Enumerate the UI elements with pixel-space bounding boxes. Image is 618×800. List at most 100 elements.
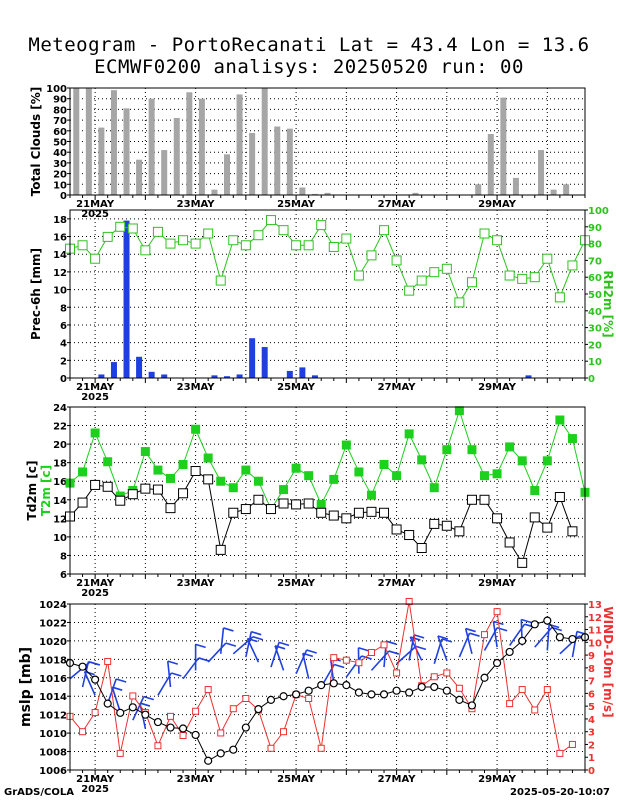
rh-point [291,240,302,251]
mslp-point [568,634,577,644]
rh-point [517,273,528,284]
mslp-point [304,686,313,695]
rh-point [152,226,163,237]
x-tick-label: 27MAY [378,774,417,785]
wind-barb-flag [167,660,178,665]
cloud-bar [211,189,218,195]
mslp-point [442,686,451,695]
y-axis-label: Total Clouds [%] [29,87,43,197]
mslp-point [153,717,163,727]
rh-point [228,235,239,246]
precip-bar [525,375,532,378]
rh-point [328,241,339,252]
td2m-point [517,557,528,568]
rh-line [69,219,586,304]
rh-point [278,225,289,236]
wind-barb-flag [496,626,508,632]
footer-credit: GrADS/COLA [4,787,74,798]
wind-barb [132,696,145,721]
precip-bar [224,376,231,378]
t2m-point [392,471,402,481]
mslp-point [241,723,250,732]
y2-tick-label: 40 [588,307,602,318]
y-tick-label: 20 [53,440,67,451]
td2m-point [178,488,189,499]
t2m-point [517,456,527,466]
rh-point [215,275,226,286]
y-axis-label-td2m: Td2m [c] [25,461,39,521]
y2-tick-label: 70 [588,256,602,267]
mslp-point [78,662,87,671]
mslp-point [279,692,288,701]
wind-point [267,744,275,752]
cloud-bar [324,192,331,195]
t2m-point [417,455,427,465]
rh-point [492,235,503,246]
y-tick-label: 2 [60,356,67,367]
y-tick-label: 24 [53,403,67,414]
td2m-point [278,498,289,509]
wind-point [179,732,187,740]
rh-point [140,245,151,256]
rh-point [454,297,465,308]
wind-barb [408,634,415,661]
rh-point [479,228,490,239]
wind-point [79,728,87,736]
rh-point [90,253,101,264]
rh-point [115,221,126,232]
mslp-point [354,688,364,697]
mslp-point [417,682,426,692]
y-tick-label: 40 [53,148,67,159]
rh-point [391,255,402,266]
rh-point [379,225,390,236]
td2m-point [441,520,452,531]
mslp-point [555,633,564,642]
year-label: 2025 [81,588,109,599]
y2-tick-label: 0 [588,766,595,777]
wind-point [342,656,350,664]
y-axis-label: Prec-6h [mm] [29,248,43,340]
panel-frame [69,603,586,771]
td2m-point [454,526,465,537]
y-tick-label: 1008 [39,748,67,759]
year-label: 2025 [81,784,109,795]
y-tick-label: 16 [53,233,67,244]
y2-tick-label: 8 [588,664,595,675]
td2m-point [479,494,490,505]
td2m-point [492,513,503,524]
y-tick-label: 80 [53,105,67,116]
td2m-point [353,507,364,518]
td2m-point [203,474,214,485]
y-tick-label: 4 [60,339,67,350]
rh-point [102,231,113,242]
y2-tick-label: 12 [588,613,602,624]
wind-point [192,707,200,715]
t2m-point [555,415,565,425]
t2m-point [467,445,477,455]
td2m-point [366,506,377,517]
mslp-point [405,688,414,697]
x-tick-label: 25MAY [277,774,316,785]
y-tick-label: 1022 [39,618,67,629]
mslp-point [455,695,464,705]
rh-point [567,260,578,271]
rh-point [253,230,264,241]
wind-barb [83,671,96,696]
y-tick-label: 1018 [39,655,67,666]
mslp-point [480,673,489,682]
wind-point [481,631,489,639]
wind-barb-flag [195,643,206,649]
y-tick-label: 1012 [39,711,67,722]
precip-bar [261,347,268,378]
x-tick-label: 25MAY [277,382,316,393]
mslp-point [128,703,137,712]
y-tick-label: 1010 [39,729,67,740]
rh-point [190,238,201,249]
rh-point [366,250,377,261]
mslp-point [530,620,539,629]
wind-barb [437,635,448,661]
td2m-point [542,522,553,533]
wind-barb-flag [88,660,99,666]
td2m-point [341,513,352,524]
